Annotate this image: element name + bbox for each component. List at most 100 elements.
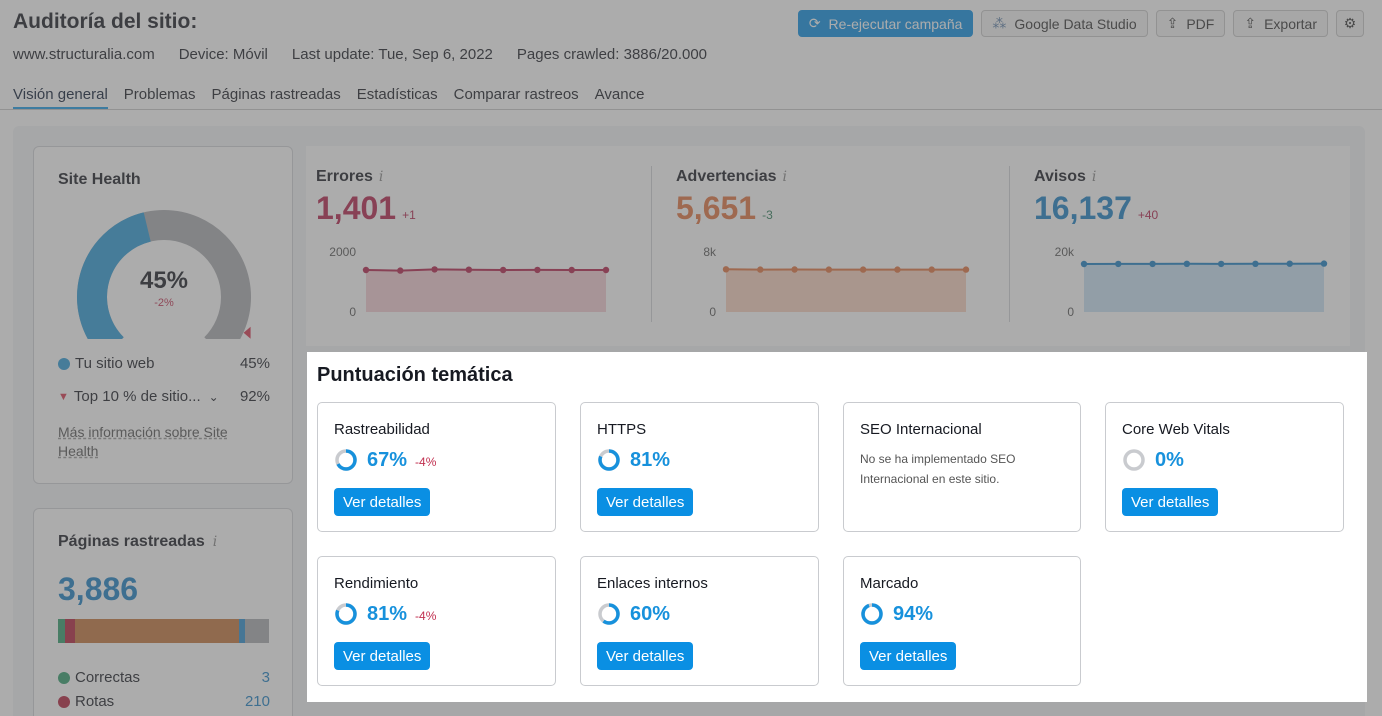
thematic-card-delta: -4% [415,608,437,623]
sparkline-point[interactable] [1080,260,1088,268]
sparkline-point[interactable] [722,266,730,273]
tab-crawled-pages[interactable]: Páginas rastreadas [211,86,341,103]
sparkline-point[interactable] [791,266,798,273]
sparkline-point[interactable] [894,266,901,273]
sparkline-point[interactable] [1252,260,1259,267]
sparkline-point[interactable] [499,266,507,274]
sparkline-area [726,269,966,312]
crawled-pages-bar[interactable] [58,619,269,643]
sparkline-point[interactable] [568,266,575,274]
legend-top10[interactable]: ▼ Top 10 % de sitio... ⌄ 92% [58,388,270,405]
settings-button[interactable]: ⚙ [1336,10,1364,37]
bar-segment-ok [58,619,65,643]
sparkline-point[interactable] [1115,260,1122,268]
sparkline-point[interactable] [825,266,833,273]
sparkline-point[interactable] [534,266,541,274]
green-dot-icon [58,671,70,684]
google-data-studio-button[interactable]: ⁂ Google Data Studio [981,10,1148,37]
crawled-pages-card: Páginas rastreadas i 3,886 Correctas 3 Ro… [33,508,293,716]
legend-your-site: Tu sitio web 45% [58,355,270,372]
metric-warnings[interactable]: Advertencias i 5,651 -3 8k 0 [666,166,996,326]
sparkline-point[interactable] [1217,260,1225,268]
view-details-button[interactable]: Ver detalles [334,642,431,670]
info-icon[interactable]: i [378,169,384,185]
sparkline-point[interactable] [465,266,473,273]
tab-compare-crawls[interactable]: Comparar rastreos [453,86,579,103]
view-details-button[interactable]: Ver detalles [597,642,694,670]
sparkline-point[interactable] [1320,260,1328,267]
thematic-card-note: No se ha implementado SEO Internacional … [860,452,1016,486]
sparkline-point[interactable] [431,266,438,273]
sparkline-point[interactable] [602,266,610,274]
site-health-title: Site Health [58,171,141,188]
tab-statistics[interactable]: Estadísticas [356,86,438,103]
top-actions: ⟳ Re-ejecutar campaña ⁂ Google Data Stud… [797,10,1364,37]
info-icon[interactable]: i [212,534,218,550]
thematic-card-name: Rendimiento [334,575,419,592]
progress-ring-icon [1123,449,1145,471]
bar-segment-broken [65,619,75,643]
notices-sparkline: 20k 0 [1055,245,1328,319]
sparkline-point[interactable] [1149,260,1156,268]
tab-progress[interactable]: Avance [594,86,645,103]
thematic-score-title: Puntuación temática [317,364,513,386]
y-tick-label: 0 [1067,305,1074,319]
thematic-card-name: HTTPS [597,421,647,438]
metric-errors-label: Errores [316,168,373,185]
bar-segment-grey [245,619,269,643]
sparkline-point[interactable] [928,266,935,273]
ring-fill [861,603,883,625]
thematic-card-percent: 60% [630,602,671,625]
thematic-card-name: Core Web Vitals [1122,421,1230,438]
thematic-card-name: Rastreabilidad [334,421,430,438]
thematic-card-https: HTTPS 81% Ver detalles [580,402,819,532]
sparkline-point[interactable] [362,266,370,274]
progress-ring-icon [335,449,357,471]
view-details-button[interactable]: Ver detalles [1122,488,1219,516]
crawled-pages-total[interactable]: 3,886 [58,571,139,607]
metrics-panel: Errores i 1,401 +1 2000 0 Advertencias i 5,6… [306,146,1350,346]
tab-issues[interactable]: Problemas [123,86,196,103]
domain-text: www.structuralia.com [13,46,155,63]
rerun-campaign-button[interactable]: ⟳ Re-ejecutar campaña [797,10,974,37]
export-button[interactable]: ⇪ Exportar [1233,10,1328,37]
pdf-button[interactable]: ⇪ PDF [1155,10,1226,37]
device-text: Device: Móvil [178,46,268,63]
metric-errors[interactable]: Errores i 1,401 +1 2000 0 [306,166,636,326]
more-info-link[interactable]: Más información sobre Site Health [58,424,228,459]
view-details-button[interactable]: Ver detalles [597,488,694,516]
sparkline-point[interactable] [757,266,764,273]
sparkline-point[interactable] [397,267,404,274]
tab-overview[interactable]: Visión general [13,86,108,109]
data-studio-icon: ⁂ [992,15,1007,31]
metric-notices-delta: +40 [1137,208,1159,222]
progress-ring-icon [861,603,883,625]
sparkline-point[interactable] [962,266,970,273]
thematic-card-name: Marcado [860,575,919,592]
metric-warnings-value: 5,651 [676,190,757,226]
thematic-card-name: SEO Internacional [860,421,982,438]
metric-notices-value: 16,137 [1034,190,1132,226]
thematic-card-international-seo: SEO Internacional No se ha implementado … [843,402,1081,532]
sparkline-point[interactable] [1183,260,1191,267]
site-health-percent: 45% [139,267,189,294]
ring-track [1123,449,1145,471]
metric-notices[interactable]: Avisos i 16,137 +40 20k 0 [1024,166,1354,326]
tab-bar: Visión general Problemas Páginas rastrea… [13,86,644,109]
legend-broken: Rotas 210 [58,693,270,710]
metric-divider [651,166,652,322]
chevron-down-icon[interactable]: ⌄ [208,389,219,404]
view-details-button[interactable]: Ver detalles [860,642,957,670]
site-health-delta: -2% [154,297,174,309]
info-icon[interactable]: i [1091,169,1097,185]
thematic-card-markup: Marcado 94% Ver detalles [843,556,1081,686]
crawled-pages-title: Páginas rastreadas [58,533,205,550]
sparkline-point[interactable] [859,266,867,273]
progress-ring-icon [335,603,357,625]
audit-meta: www.structuralia.com Device: Móvil Last … [13,46,707,63]
sparkline-point[interactable] [1286,260,1293,267]
thematic-card-crawlability: Rastreabilidad 67% -4% Ver detalles [317,402,556,532]
view-details-button[interactable]: Ver detalles [334,488,431,516]
info-icon[interactable]: i [782,169,787,185]
thematic-card-percent: 81% [630,448,671,471]
